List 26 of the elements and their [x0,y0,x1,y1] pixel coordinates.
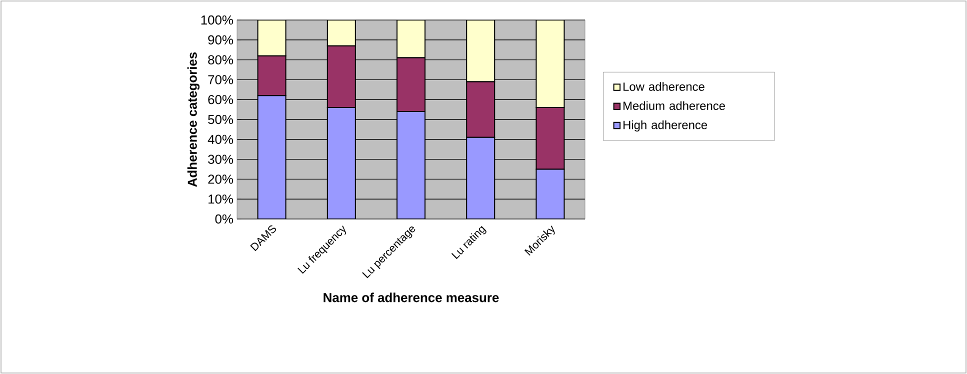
legend-label: High adherence [624,120,708,132]
bar [396,111,426,219]
bar [257,20,286,56]
y-tick-label: 80% [208,55,234,64]
y-tick-label: 40% [208,134,234,144]
bar [326,107,356,219]
bar [536,20,565,108]
bar [326,20,356,46]
bar [466,20,496,82]
y-tick-label: 0% [215,214,234,224]
bar [257,95,286,219]
y-tick-label: 70% [208,75,234,84]
x-axis-title: Name of adherence measure [324,292,499,302]
y-tick-label: 90% [208,35,234,44]
legend-label: Low adherence [624,82,704,91]
y-tick-label: 20% [208,174,234,184]
bar [466,136,496,219]
y-tick-label: 60% [208,95,234,104]
y-tick-label: 100% [201,15,234,25]
bar [536,168,565,219]
y-tick-label: 10% [208,194,234,204]
legend-label: Medium adherence [624,101,725,110]
y-tick-label: 50% [208,114,234,124]
y-tick-label: 30% [208,154,234,164]
bar [396,20,426,58]
y-axis-title: Adherence categories [187,52,200,187]
